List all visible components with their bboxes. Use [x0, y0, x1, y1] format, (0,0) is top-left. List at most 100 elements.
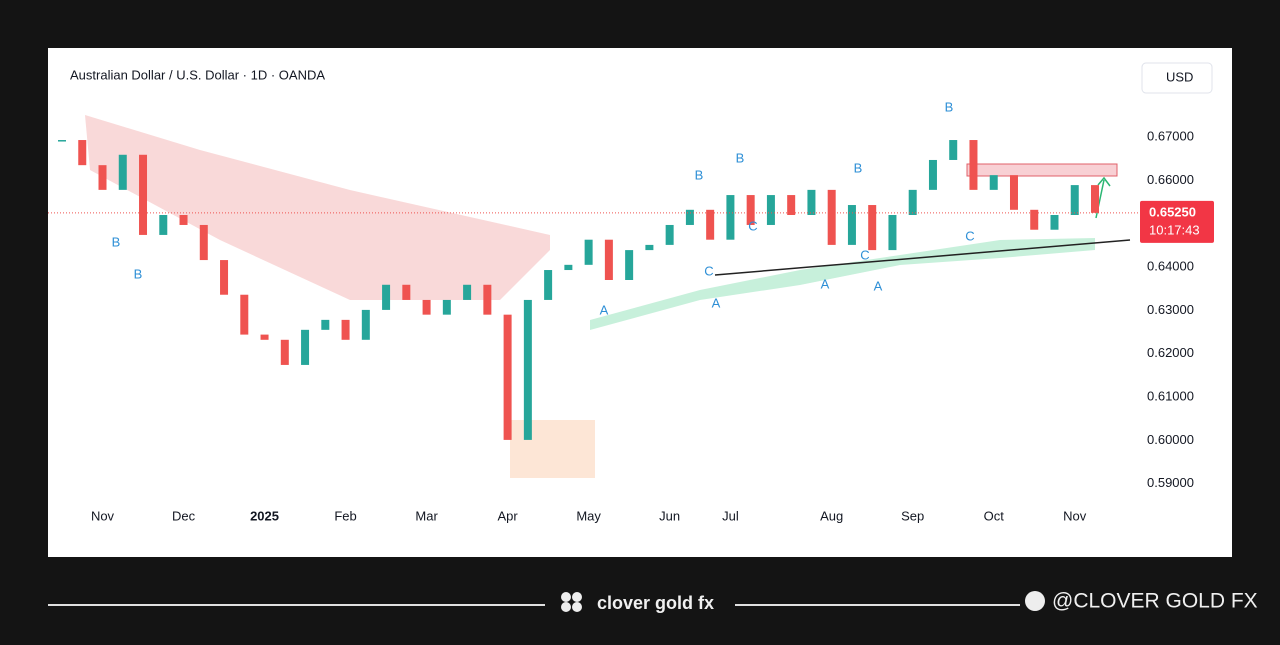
- y-tick-label: 0.64000: [1147, 258, 1194, 273]
- resistance-zone: [966, 163, 1118, 177]
- candle: [442, 299, 451, 315]
- brand: clover gold fx: [597, 593, 714, 613]
- y-tick-label: 0.66000: [1147, 172, 1194, 187]
- wave-label: C: [704, 263, 713, 278]
- x-tick-label: Dec: [172, 508, 196, 523]
- candle: [1050, 215, 1059, 230]
- wave-label: B: [112, 234, 121, 249]
- wave-label: C: [965, 228, 974, 243]
- last-price-label: 0.65250: [1149, 204, 1196, 219]
- candle: [1091, 185, 1099, 213]
- candle: [179, 215, 188, 225]
- plot: 0.59000 0.60000 0.61000 0.62000 0.63000 0.640…: [48, 99, 1214, 523]
- candle: [827, 189, 836, 245]
- candle: [199, 224, 208, 261]
- candle: [625, 250, 634, 280]
- candle: [685, 209, 694, 225]
- zone: [510, 420, 595, 478]
- candle: [868, 205, 877, 251]
- candle: [1009, 175, 1018, 210]
- candle: [949, 140, 958, 160]
- x-tick-label: Nov: [91, 508, 115, 523]
- candle: [584, 239, 593, 265]
- x-tick-label: 2025: [250, 508, 279, 523]
- candle: [58, 140, 66, 142]
- candle: [78, 140, 87, 166]
- candle: [928, 159, 937, 190]
- candle: [280, 339, 289, 365]
- candle: [888, 215, 897, 251]
- chart-title: Australian Dollar / U.S. Dollar · 1D · O…: [70, 67, 325, 82]
- candle: [787, 195, 796, 215]
- candle: [260, 334, 269, 340]
- candle: [604, 239, 613, 280]
- wave-label: B: [134, 266, 143, 281]
- candle: [706, 209, 715, 240]
- candle: [564, 264, 573, 271]
- x-tick-label: Aug: [820, 508, 843, 523]
- x-tick-label: Jul: [722, 508, 739, 523]
- x-tick-label: Sep: [901, 508, 924, 523]
- candle: [98, 165, 107, 190]
- currency-button[interactable]: [1141, 62, 1213, 94]
- candle: [969, 140, 978, 190]
- candle: [159, 215, 168, 235]
- candle: [139, 154, 148, 235]
- y-tick-label: 0.63000: [1147, 302, 1194, 317]
- candle: [361, 309, 370, 340]
- wave-label: B: [945, 99, 954, 114]
- candle: [807, 189, 816, 215]
- wave-label: B: [736, 150, 745, 165]
- candle: [118, 154, 127, 190]
- candle: [544, 270, 553, 300]
- candle: [240, 294, 249, 335]
- wave-label: C: [860, 247, 869, 262]
- candle: [402, 284, 411, 300]
- chart-panel: [48, 48, 1232, 557]
- x-tick-label: Jun: [659, 508, 680, 523]
- x-tick-label: May: [576, 508, 601, 523]
- x-tick-label: Oct: [984, 508, 1005, 523]
- candle: [422, 299, 431, 315]
- countdown: 10:17:43: [1149, 222, 1200, 237]
- y-tick-label: 0.62000: [1147, 345, 1194, 360]
- last-price-box: [1140, 200, 1214, 243]
- y-tick-label: 0.60000: [1147, 432, 1194, 447]
- candle: [847, 205, 856, 245]
- x-tick-label: Apr: [497, 508, 518, 523]
- y-tick-label: 0.59000: [1147, 475, 1194, 490]
- y-tick-label: 0.61000: [1147, 388, 1194, 403]
- candle: [483, 284, 492, 315]
- x-tick-label: Feb: [334, 508, 356, 523]
- candle: [726, 195, 735, 240]
- wave-label: A: [874, 278, 883, 293]
- candle: [989, 175, 998, 190]
- trend-line: [714, 239, 1131, 276]
- wave-label: B: [695, 167, 704, 182]
- candle: [1030, 209, 1039, 230]
- wave-label: A: [600, 302, 609, 317]
- candle: [645, 244, 654, 251]
- candle: [908, 189, 917, 215]
- candle: [301, 329, 310, 365]
- cloud-band: [85, 115, 550, 300]
- wave-label: B: [854, 160, 863, 175]
- candle: [523, 299, 532, 440]
- candle: [665, 224, 674, 245]
- currency-label: USD: [1166, 69, 1193, 84]
- wave-label: A: [821, 276, 830, 291]
- candle: [746, 195, 755, 225]
- wave-label: C: [748, 218, 757, 233]
- y-tick-label: 0.67000: [1147, 128, 1194, 143]
- x-tick-label: Mar: [415, 508, 438, 523]
- wave-label: A: [712, 295, 721, 310]
- candle: [321, 319, 330, 330]
- candle: [1070, 185, 1079, 215]
- x-tick-label: Nov: [1063, 508, 1087, 523]
- candle: [382, 284, 391, 310]
- facebook-icon: [1025, 591, 1045, 611]
- candle: [220, 260, 229, 295]
- candle: [503, 314, 512, 440]
